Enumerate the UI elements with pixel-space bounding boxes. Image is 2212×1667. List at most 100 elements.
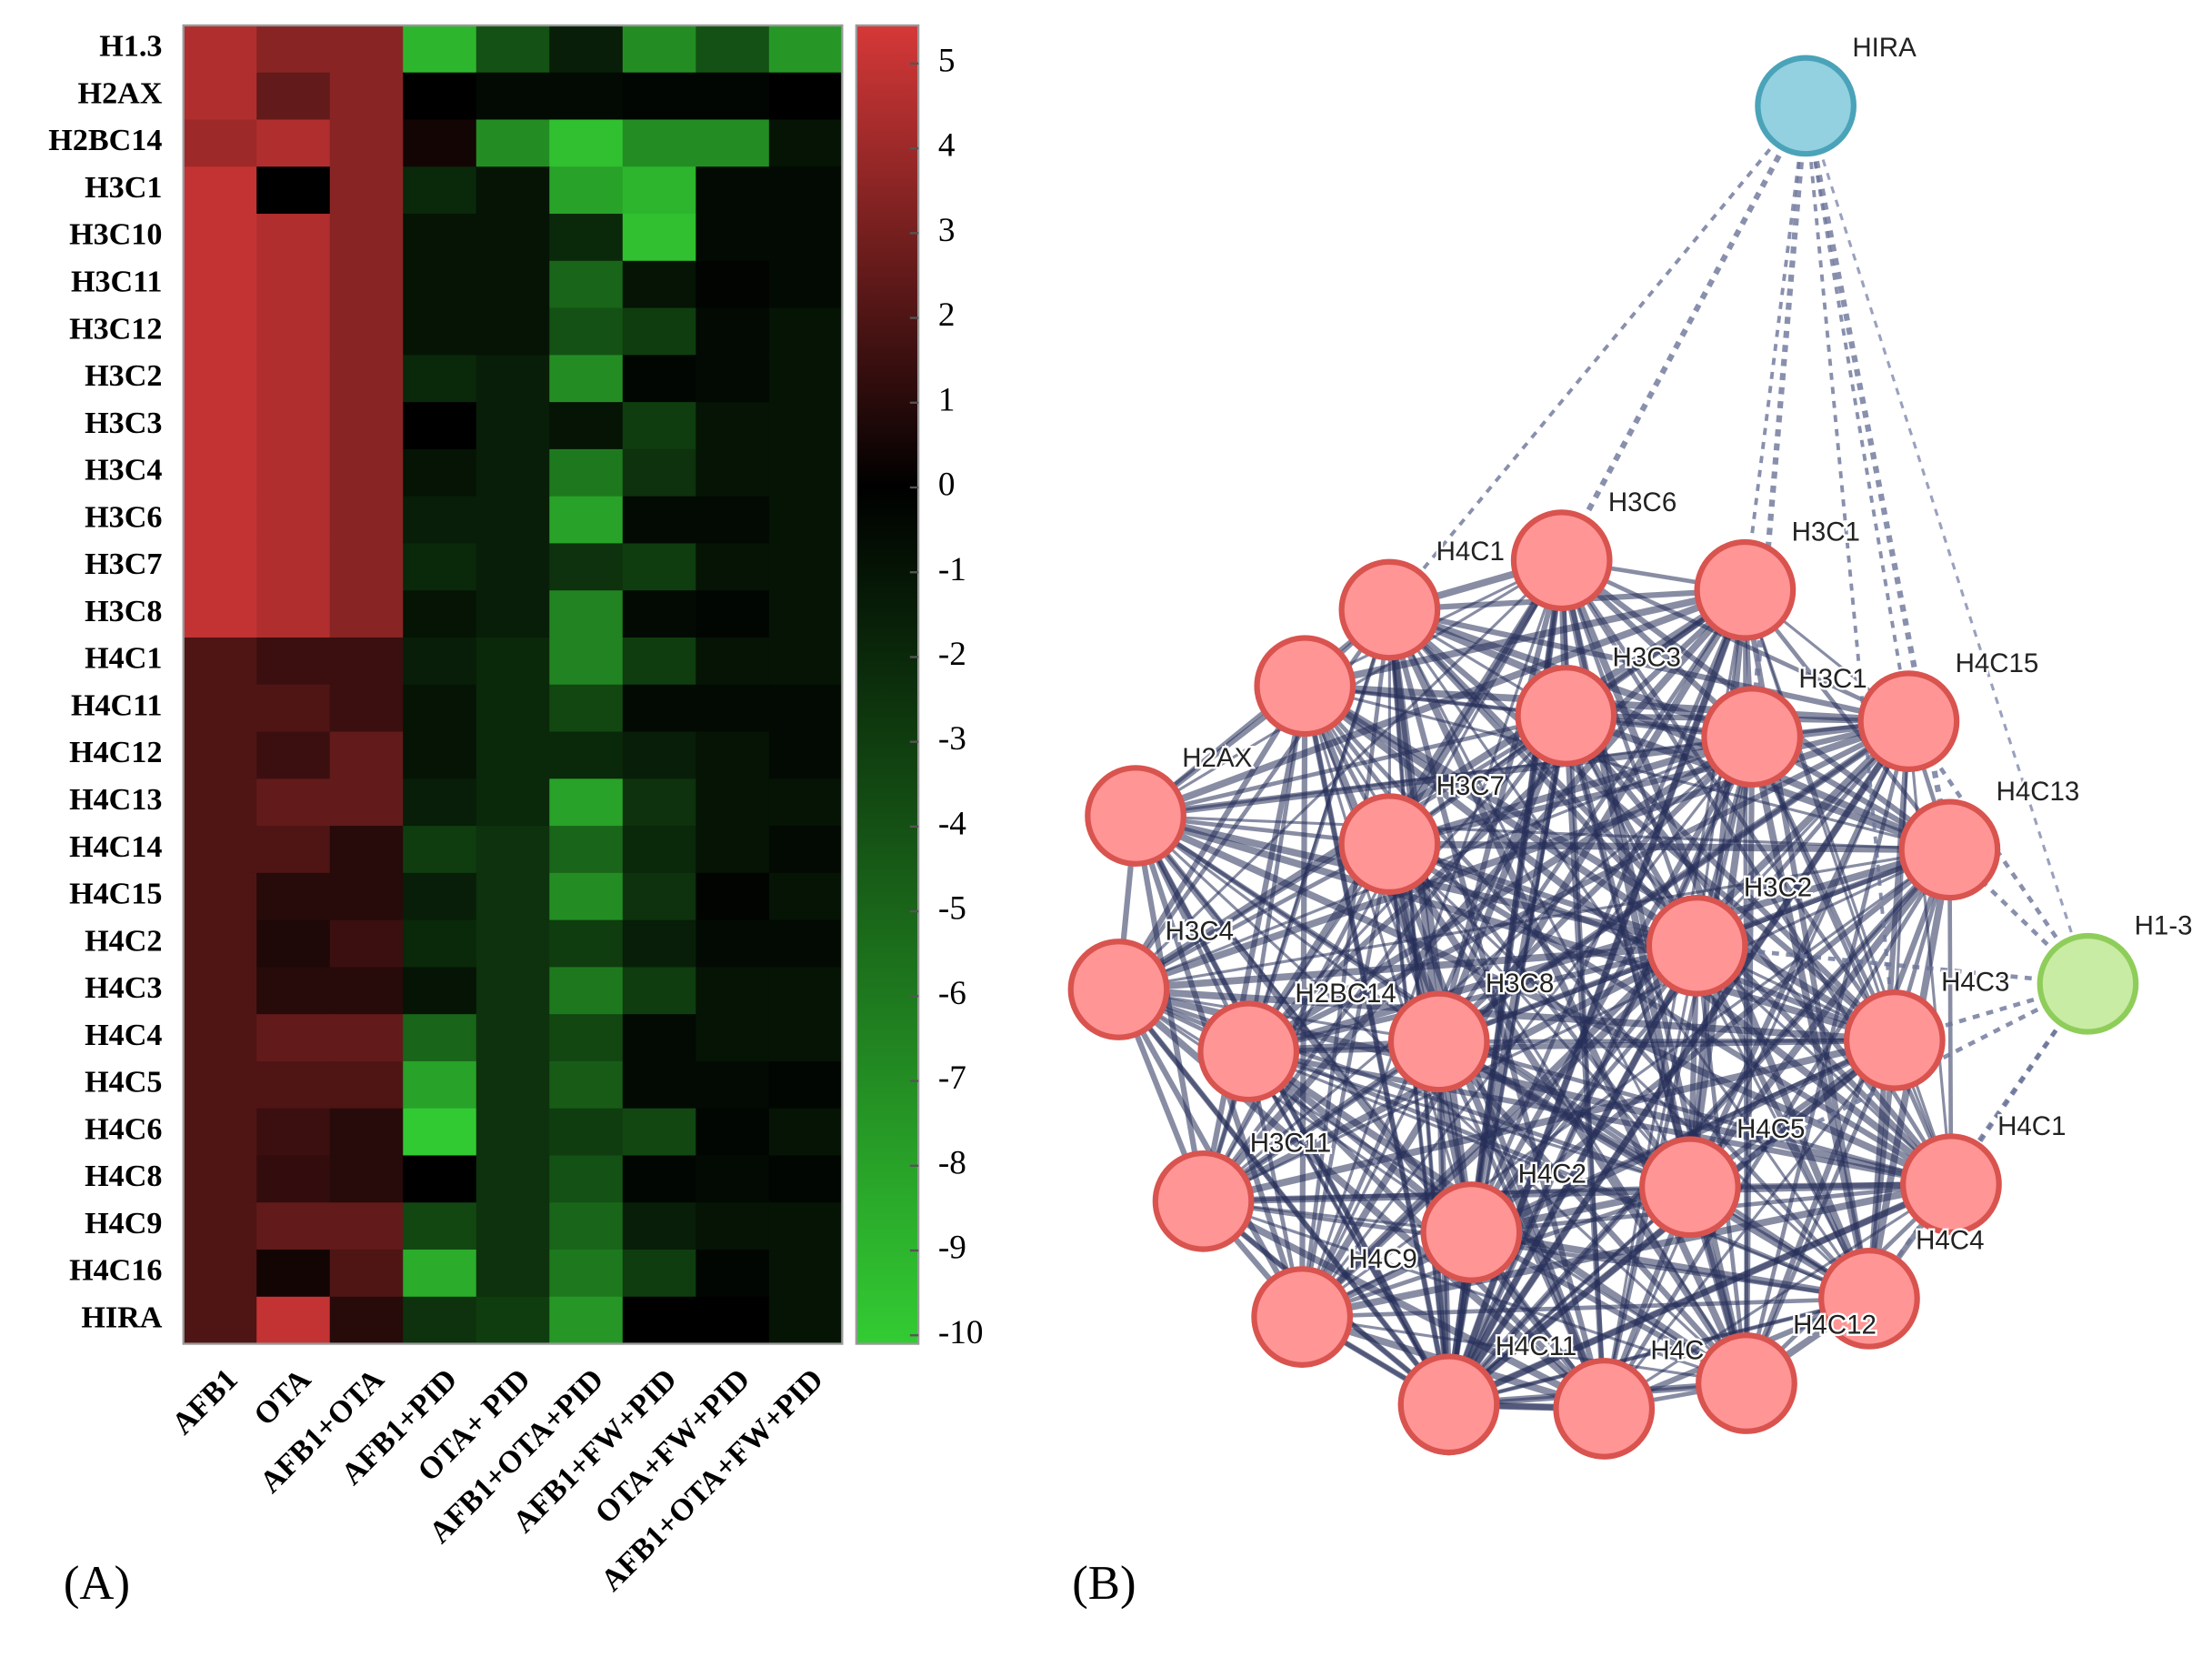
heat-cell [403, 1202, 477, 1250]
heat-cell [549, 826, 624, 874]
heat-cell [549, 496, 624, 545]
row-label: H4C16 [69, 1254, 162, 1288]
node [1420, 1181, 1523, 1283]
heat-cell [768, 919, 844, 969]
heat-cell [256, 778, 331, 827]
heat-cell [183, 260, 258, 309]
heat-cell [256, 307, 331, 356]
heat-cell [183, 166, 258, 215]
heat-cell [622, 1202, 697, 1250]
heat-cell [183, 731, 258, 780]
heat-cell [403, 214, 477, 262]
heat-cell [622, 1108, 697, 1157]
heat-cell [768, 448, 844, 497]
heat-cell [403, 826, 477, 874]
heat-cell [475, 1060, 551, 1110]
edge [1301, 1180, 1952, 1321]
heat-cell [549, 1014, 624, 1062]
node-label: H3C1 [1792, 517, 1860, 547]
heat-cell [183, 119, 258, 168]
node [1387, 990, 1490, 1093]
row-label: H4C13 [69, 783, 162, 817]
heat-cell [329, 872, 405, 921]
node-label: H4C13 [1997, 777, 2080, 807]
heat-cell [768, 214, 844, 262]
edge [1602, 849, 1952, 1411]
edge [1118, 848, 1950, 991]
row-label: H3C4 [85, 454, 162, 487]
row-label: H4C11 [71, 688, 162, 722]
edge [1438, 1039, 1952, 1187]
heat-cell [549, 1296, 624, 1345]
heat-cell [549, 731, 624, 780]
node-label: H4C5 [1737, 1114, 1805, 1144]
heat-cell [256, 496, 331, 545]
heat-cell [183, 590, 258, 638]
heat-cell [403, 1014, 477, 1062]
row-label: H3C7 [85, 547, 162, 581]
heat-cell [475, 119, 551, 168]
node [1857, 670, 1960, 772]
heat-cell [403, 684, 477, 733]
node [1898, 798, 2001, 901]
heat-cell [696, 1155, 770, 1204]
heatmap: H1.3 H2AX H2BC14 H3C1 H3C10 H3C11 H3C12 H3C2 H3C… [48, 24, 983, 1598]
heat-cell [475, 1155, 551, 1204]
node-label: H3C11 [1250, 1129, 1332, 1159]
heat-cell [622, 967, 697, 1015]
heat-cell [183, 402, 258, 450]
heat-cell [549, 637, 624, 686]
node-label: H1-3 [2135, 910, 2193, 940]
heat-cell [696, 448, 770, 497]
heat-cell [256, 872, 331, 921]
edge [1136, 814, 1950, 851]
node-label: H2BC14 [1295, 979, 1396, 1009]
heat-cell [475, 1296, 551, 1345]
heat-cell [403, 307, 477, 356]
node [1338, 793, 1441, 896]
row-label: H4C5 [85, 1066, 162, 1100]
edge [1246, 718, 1910, 1055]
edge [1300, 1040, 1441, 1318]
heatmap-frame [182, 24, 844, 1345]
heat-cell [403, 731, 477, 780]
heat-cell [622, 119, 697, 168]
heat-cell [403, 1296, 477, 1345]
heat-cell [403, 166, 477, 215]
heat-cell [622, 1014, 697, 1062]
node [1696, 1332, 1797, 1434]
heat-cell [696, 402, 770, 450]
heat-cell [329, 307, 405, 356]
heat-cell [696, 872, 770, 921]
edge [1247, 1049, 1952, 1188]
heat-cell [549, 1202, 624, 1250]
heat-cell [622, 872, 697, 921]
node [1755, 55, 1857, 157]
heat-cell [696, 637, 770, 686]
heat-cell [549, 402, 624, 450]
heat-cell [475, 872, 551, 921]
node-label: H4C12 [1793, 1311, 1877, 1341]
heat-cell [183, 1108, 258, 1157]
heat-cell [183, 448, 258, 497]
heat-cell [622, 448, 697, 497]
node [1338, 558, 1441, 661]
heat-cell [622, 543, 697, 591]
colorbar-tick-label: 1 [938, 381, 956, 418]
colorbar-tick-label: -5 [938, 890, 966, 928]
edge [1389, 840, 1950, 854]
heat-cell [183, 967, 258, 1015]
colorbar-tick-label: -1 [938, 551, 966, 588]
heat-cell [549, 119, 624, 168]
heat-cell [403, 448, 477, 497]
heat-cell [475, 684, 551, 733]
heat-cell [768, 1296, 844, 1345]
heat-cell [183, 684, 258, 733]
heat-cell [622, 355, 697, 403]
edge [1447, 1181, 1953, 1408]
heat-cell [403, 1250, 477, 1298]
edge [1696, 944, 1953, 1186]
heat-cell [768, 1060, 844, 1110]
heat-cell [183, 1155, 258, 1204]
edge [1947, 849, 1954, 1185]
